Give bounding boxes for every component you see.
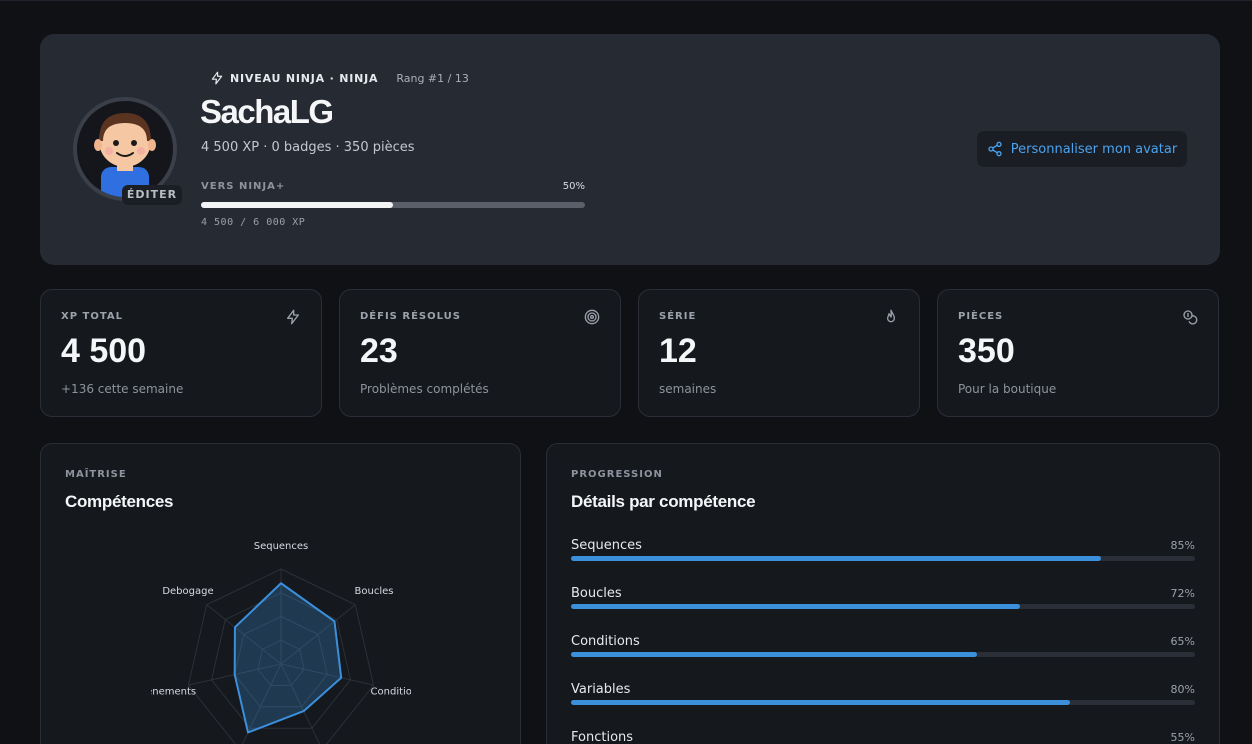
stat-label: XP TOTAL [61,311,123,322]
panel-kicker: PROGRESSION [571,469,663,480]
stat-card-streak: SÉRIE 12 semaines [638,289,920,417]
skill-progress-fill [571,652,977,657]
progression-panel: PROGRESSION Détails par compétence Seque… [546,443,1220,744]
skill-progress-bar [571,700,1195,705]
stat-card-challenges: DÉFIS RÉSOLUS 23 Problèmes complétés [339,289,621,417]
radar-grid-ring [187,568,375,744]
stat-value: 350 [958,332,1015,370]
skill-name: Conditions [571,634,640,649]
avatar-image [77,101,173,197]
share-icon [988,141,1002,157]
skill-percent: 80% [1170,683,1195,696]
profile-header: NIVEAU NINJA · NINJA Rang #1 / 13 SachaL… [40,34,1220,265]
radar-axis-label: Sequences [254,541,309,552]
bolt-icon [287,309,299,325]
level-label: NIVEAU NINJA · NINJA [230,71,379,85]
profile-summary: 4 500 XP · 0 badges · 350 pièces [201,140,415,155]
radar-grid-ring [257,639,305,686]
radar-axis-line [206,604,282,665]
flame-icon [887,309,895,323]
radar-axis-line [280,604,356,665]
next-level-label: VERS NINJA+ [201,181,286,192]
stat-label: PIÈCES [958,311,1004,322]
stat-subtext: +136 cette semaine [61,382,184,396]
radar-grid-ring [210,592,352,729]
skill-percent: 72% [1170,587,1195,600]
username: SachaLG [200,93,334,130]
skill-progress-fill [571,700,1071,705]
skill-percent: 85% [1170,539,1195,552]
radar-axis-line [280,663,374,686]
customize-avatar-button[interactable]: Personnaliser mon avatar [977,131,1187,167]
radar-series-area [233,582,343,734]
radar-axis-label: Boucles [355,586,394,597]
stat-subtext: Pour la boutique [958,382,1057,396]
level-progress-bar [201,202,585,208]
panel-title: Détails par compétence [571,492,756,511]
panel-title: Compétences [65,492,174,511]
stat-value: 23 [360,332,398,370]
radar-axis-line [280,663,321,744]
skill-name: Boucles [571,586,622,601]
rank-text: Rang #1 / 13 [396,71,469,85]
stat-label: SÉRIE [659,311,697,322]
avatar-character-icon [94,113,156,197]
skill-progress-fill [571,604,1021,609]
edit-avatar-button[interactable]: ÉDITER [122,185,182,205]
skill-name: Variables [571,682,631,697]
level-row: NIVEAU NINJA · NINJA Rang #1 / 13 [210,71,469,85]
stat-label: DÉFIS RÉSOLUS [360,311,461,322]
stat-subtext: semaines [659,382,717,396]
skill-name: Sequences [571,538,642,553]
skill-name: Fonctions [571,730,634,744]
bolt-icon [211,71,223,85]
skill-progress-fill [571,556,1102,561]
skill-progress-bar [571,604,1195,609]
skill-percent: 55% [1170,731,1195,744]
customize-avatar-label: Personnaliser mon avatar [1010,141,1178,157]
stat-subtext: Problèmes complétés [360,382,489,396]
coins-icon [1183,310,1198,325]
skill-progress-bar [571,556,1195,561]
radar-axis-line [241,663,282,744]
skills-radar-chart: Sequences Boucles Conditions Evenements Debo… [151,541,411,744]
stat-value: 12 [659,332,697,370]
radar-grid-ring [234,615,328,708]
level-progress-fill [201,202,393,208]
mastery-panel: MAÎTRISE Compétences Sequences Boucles Con… [40,443,521,744]
panel-kicker: MAÎTRISE [65,469,127,480]
radar-axis-label: Conditions [371,686,411,697]
stat-card-xp: XP TOTAL 4 500 +136 cette semaine [40,289,322,417]
skill-percent: 65% [1170,635,1195,648]
xp-progress-text: 4 500 / 6 000 XP [201,217,306,228]
level-progress-percent: 50% [562,181,585,192]
radar-axis-label: Debogage [162,586,213,597]
radar-axis-label: Evenements [151,686,196,697]
skill-progress-bar [571,652,1195,657]
target-icon [584,309,600,325]
stat-value: 4 500 [61,332,147,370]
avatar[interactable] [73,97,177,201]
stat-card-coins: PIÈCES 350 Pour la boutique [937,289,1219,417]
